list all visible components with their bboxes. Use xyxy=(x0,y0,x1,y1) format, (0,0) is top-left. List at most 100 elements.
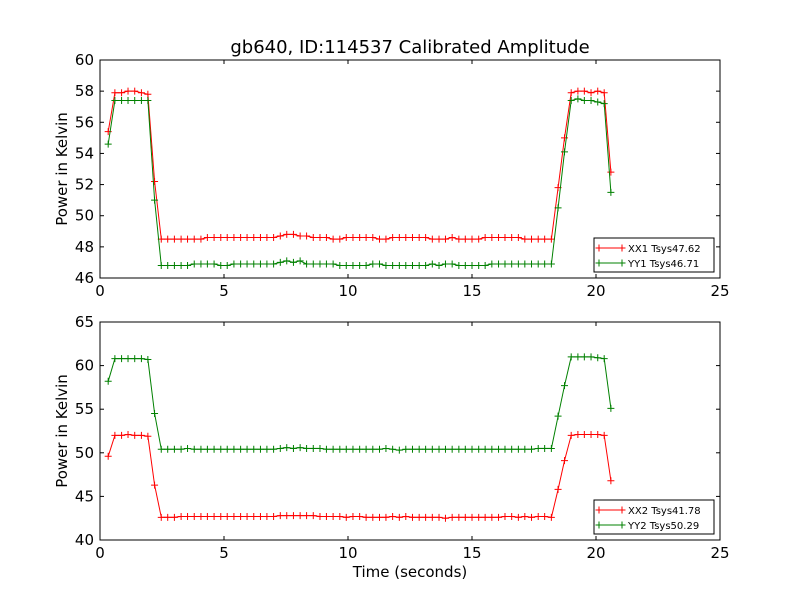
data-point xyxy=(534,512,542,520)
data-point xyxy=(164,262,172,270)
data-point xyxy=(170,513,178,521)
legend-label: XX1 Tsys47.62 xyxy=(628,244,701,255)
plot-panel-1: 0 5 10 15 20 25 46 48 50 52 54 56 58 60 Power in Kelvi… xyxy=(53,51,730,300)
data-point xyxy=(508,260,516,268)
data-point xyxy=(528,260,536,268)
data-point xyxy=(580,87,588,95)
y-tick-label: 54 xyxy=(75,144,94,162)
data-point xyxy=(256,512,264,520)
data-point xyxy=(316,444,324,452)
data-point xyxy=(329,260,337,268)
data-point xyxy=(541,260,549,268)
data-point xyxy=(435,262,443,270)
data-point xyxy=(144,355,152,363)
data-point xyxy=(289,230,297,238)
legend-marker xyxy=(618,259,626,267)
data-point xyxy=(342,513,350,521)
data-point xyxy=(594,354,602,362)
legend-marker xyxy=(618,244,626,252)
data-point xyxy=(468,445,476,453)
data-point xyxy=(587,353,595,361)
y-tick-label: 65 xyxy=(75,313,94,331)
data-point xyxy=(223,234,231,242)
data-point xyxy=(468,513,476,521)
x-tick-label: 20 xyxy=(586,282,605,300)
y-tick-label: 60 xyxy=(75,51,94,69)
data-point xyxy=(600,100,608,108)
legend-marker xyxy=(595,259,603,267)
data-point xyxy=(521,445,529,453)
data-point xyxy=(203,234,211,242)
data-point xyxy=(475,235,483,243)
data-point xyxy=(408,234,416,242)
legend-box xyxy=(593,237,715,273)
data-point xyxy=(256,234,264,242)
data-point xyxy=(580,96,588,104)
data-point xyxy=(389,512,397,520)
x-axis-label: Time (seconds) xyxy=(352,563,468,581)
data-point xyxy=(303,260,311,268)
data-point xyxy=(303,512,311,520)
data-point xyxy=(389,445,397,453)
axes-frame xyxy=(99,59,721,279)
data-point xyxy=(375,235,383,243)
x-tick-label: 0 xyxy=(95,544,105,562)
data-point xyxy=(303,444,311,452)
data-point xyxy=(375,445,383,453)
legend: XX2 Tsys41.78 YY2 Tsys50.29 xyxy=(593,499,715,535)
data-point xyxy=(547,513,555,521)
data-point xyxy=(336,235,344,243)
data-point xyxy=(118,96,126,104)
data-point xyxy=(481,262,489,270)
data-point xyxy=(389,262,397,270)
data-point xyxy=(521,512,529,520)
data-point xyxy=(501,445,509,453)
data-point xyxy=(151,481,159,489)
x-tick-label: 15 xyxy=(462,282,481,300)
data-point xyxy=(554,412,562,420)
data-point xyxy=(190,260,198,268)
legend-marker xyxy=(618,521,626,529)
x-tick-label: 10 xyxy=(338,544,357,562)
x-tick-label: 20 xyxy=(586,544,605,562)
data-point xyxy=(534,235,542,243)
data-point xyxy=(309,260,317,268)
data-point xyxy=(237,260,245,268)
data-point xyxy=(296,444,304,452)
legend-label: YY1 Tsys46.71 xyxy=(627,259,699,270)
data-point xyxy=(309,234,317,242)
data-point xyxy=(402,445,410,453)
data-point xyxy=(435,445,443,453)
data-point xyxy=(567,353,575,361)
data-point xyxy=(428,445,436,453)
data-point xyxy=(230,512,238,520)
data-point xyxy=(223,512,231,520)
data-point xyxy=(203,445,211,453)
data-point xyxy=(395,513,403,521)
data-point xyxy=(250,445,258,453)
data-point xyxy=(375,260,383,268)
data-point xyxy=(514,445,522,453)
data-point xyxy=(283,230,291,238)
data-point xyxy=(296,232,304,240)
data-point xyxy=(441,445,449,453)
data-point xyxy=(461,262,469,270)
data-point xyxy=(270,234,278,242)
data-point xyxy=(561,457,569,465)
data-point xyxy=(455,235,463,243)
data-point xyxy=(375,513,383,521)
data-point xyxy=(118,355,126,363)
data-point xyxy=(210,234,218,242)
data-point xyxy=(316,234,324,242)
data-point xyxy=(137,96,145,104)
data-point xyxy=(488,445,496,453)
data-point xyxy=(547,444,555,452)
y-tick-label: 50 xyxy=(75,207,94,225)
data-point xyxy=(177,512,185,520)
data-point xyxy=(289,512,297,520)
data-point xyxy=(289,258,297,266)
data-point xyxy=(283,257,291,265)
data-point xyxy=(151,177,159,185)
data-point xyxy=(250,512,258,520)
data-point xyxy=(342,234,350,242)
